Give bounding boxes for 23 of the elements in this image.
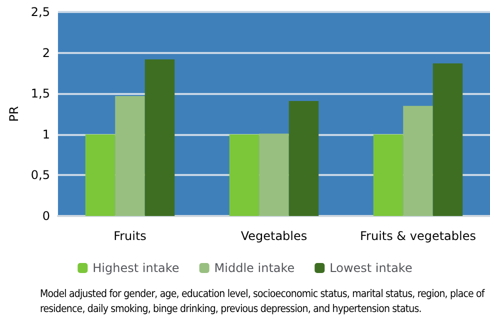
y-axis-title: PR (7, 106, 21, 122)
y-tick-label: 0 (42, 209, 50, 223)
bar (85, 134, 116, 216)
y-tick-label: 0,5 (30, 168, 50, 182)
bar (403, 106, 433, 216)
y-tick-label: 1,5 (30, 86, 50, 101)
bar (115, 96, 145, 216)
bar (373, 134, 404, 216)
bar (288, 100, 319, 216)
bar (144, 59, 175, 216)
bar (432, 63, 463, 216)
legend-label: Lowest intake (330, 261, 412, 275)
y-tick-label: 2 (42, 46, 50, 60)
x-tick-label: Fruits & vegetables (360, 229, 476, 243)
y-tick-label: 1 (42, 127, 50, 142)
bar (229, 134, 260, 216)
x-tick-label: Vegetables (240, 229, 308, 243)
legend-label: Highest intake (92, 261, 180, 275)
y-tick-label: 2,5 (30, 5, 50, 19)
x-tick-label: Fruits (114, 229, 146, 243)
text: Model adjusted for gender, age, education level, socioeconomic status, marital status, region, place of residence, daily smoking, binge drinking, previous depression, and hypertension status. (40, 287, 486, 317)
bar (259, 134, 289, 216)
legend-label: Middle intake (214, 261, 295, 275)
